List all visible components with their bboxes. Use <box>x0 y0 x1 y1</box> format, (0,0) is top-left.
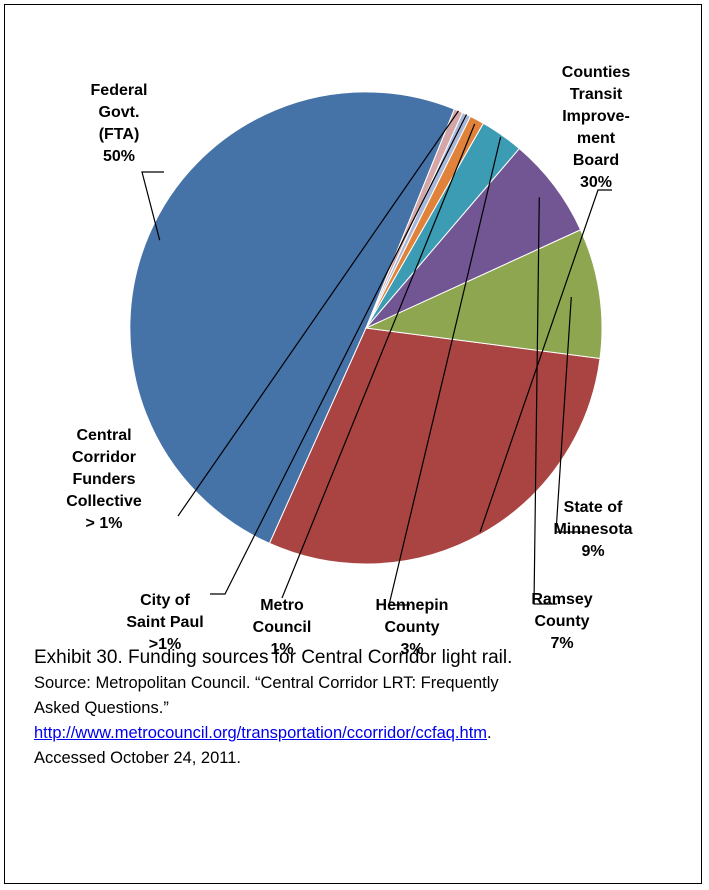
slice-label: Ramsey County 7% <box>531 591 592 652</box>
slice-label-line: 1% <box>270 641 293 658</box>
link-suffix: . <box>487 724 492 742</box>
slice-label-line: Govt. <box>99 104 140 121</box>
slice-label: City of Saint Paul >1% <box>126 592 203 653</box>
slice-label-line: 30% <box>580 174 612 191</box>
slice-label-line: ment <box>577 130 616 147</box>
slice-label-line: Board <box>573 152 619 169</box>
slice-label: Counties Transit Improve-ment Board 30% <box>562 64 631 191</box>
slice-label-line: 50% <box>103 148 135 165</box>
leader-line <box>533 197 557 605</box>
leader-line <box>210 114 468 595</box>
caption-link-line: http://www.metrocouncil.org/transportati… <box>34 721 684 746</box>
slice-label-line: County <box>384 619 439 636</box>
slice-label-line: Counties <box>562 64 631 81</box>
slice-label-line: Minnesota <box>553 521 632 538</box>
pie-slice-ramsey-county <box>365 147 582 329</box>
leader-line <box>479 189 612 533</box>
slice-label-line: Funders <box>72 471 135 488</box>
leader-line <box>555 296 588 533</box>
slice-label-line: Ramsey <box>531 591 592 608</box>
slice-label-line: Central <box>76 427 131 444</box>
slice-label-line: Improve- <box>562 108 630 125</box>
slice-label-line: 3% <box>400 641 423 658</box>
figure-caption: Exhibit 30. Funding sources for Central … <box>34 645 684 771</box>
slice-label: Federal Govt. (FTA) 50% <box>91 82 148 165</box>
pie-slices <box>129 91 603 565</box>
slice-label-line: Federal <box>91 82 148 99</box>
slice-label-line: Metro <box>260 597 304 614</box>
slice-label-line: Hennepin <box>376 597 449 614</box>
leader-line <box>177 110 459 517</box>
slice-label-line: Collective <box>66 493 142 510</box>
slice-label-line: 7% <box>550 635 573 652</box>
caption-accessed: Accessed October 24, 2011. <box>34 749 241 767</box>
leader-line <box>281 123 476 599</box>
slice-label: Central Corridor Funders Collective > 1% <box>66 427 142 532</box>
caption-source: Source: Metropolitan Council. “Central C… <box>34 674 499 692</box>
leader-line <box>388 136 502 606</box>
pie-slice-counties-transit-improvement-board <box>268 327 601 565</box>
slice-label: Metro Council 1% <box>253 597 312 658</box>
caption-title: Exhibit 30. Funding sources for Central … <box>34 647 513 668</box>
source-link[interactable]: http://www.metrocouncil.org/transportati… <box>34 724 488 742</box>
slice-label-line: Saint Paul <box>126 614 203 631</box>
slice-label: Hennepin County 3% <box>376 597 449 658</box>
slice-label-line: Council <box>253 619 312 636</box>
slice-label-line: Transit <box>570 86 623 103</box>
slice-label-line: County <box>534 613 589 630</box>
caption-source-cont: Asked Questions.” <box>34 699 169 717</box>
slice-label-line: City of <box>140 592 190 609</box>
leader-line <box>141 171 164 241</box>
slice-label-line: >1% <box>149 636 181 653</box>
slice-label-line: Corridor <box>72 449 136 466</box>
slice-label: State of Minnesota 9% <box>553 499 632 560</box>
slice-label-line: State of <box>564 499 623 516</box>
slice-label-line: 9% <box>581 543 604 560</box>
slice-label-line: (FTA) <box>99 126 140 143</box>
pie-slice-federal-govt-fta- <box>129 91 456 545</box>
slice-labels: Federal Govt. (FTA) 50% Counties Transit Impro… <box>66 64 632 658</box>
leader-lines <box>141 110 612 606</box>
slice-label-line: > 1% <box>86 515 123 532</box>
